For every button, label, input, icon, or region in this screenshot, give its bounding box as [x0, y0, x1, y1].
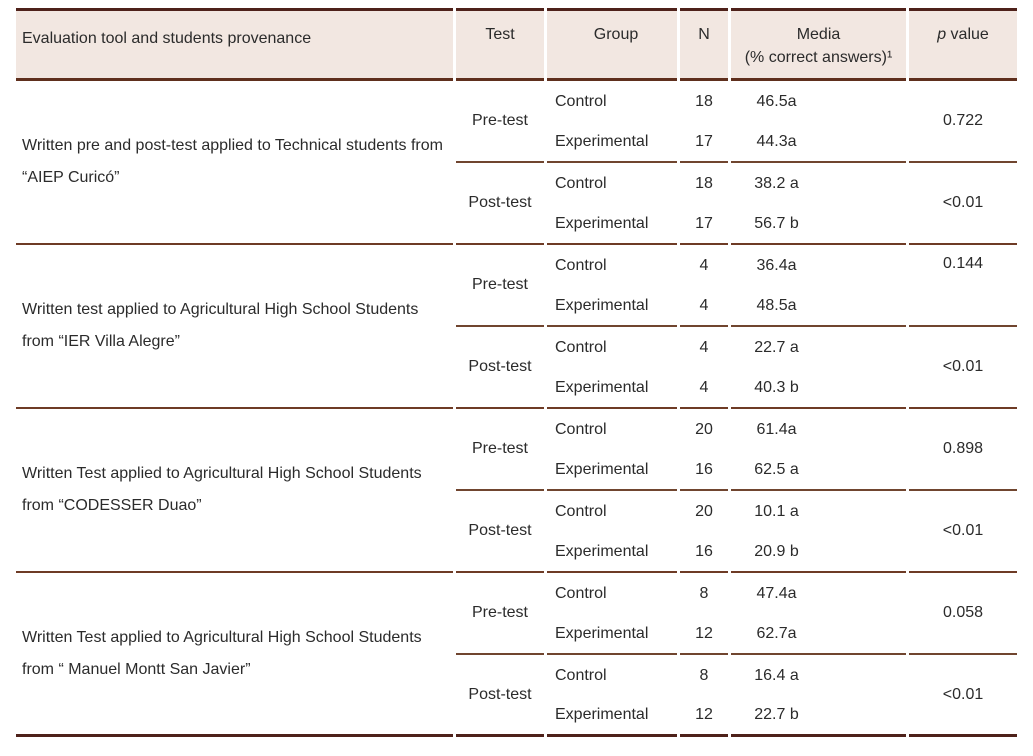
table-row: Experimental 4 40.3 b — [16, 368, 1017, 409]
media-cell: 40.3 b — [731, 368, 906, 409]
table-row: Post-test Control 18 38.2 a <0.01 — [16, 163, 1017, 245]
media-cell: 48.5a — [731, 286, 906, 327]
header-p-value: p value — [909, 8, 1017, 81]
table-row: Experimental 17 56.7 b — [16, 204, 1017, 245]
header-p-rest: value — [946, 26, 989, 43]
tool-cell: Written test applied to Agricultural Hig… — [16, 245, 453, 409]
group-cell: Experimental — [547, 368, 677, 409]
test-cell: Post-test — [456, 163, 544, 245]
table-row: Written test applied to Agricultural Hig… — [16, 245, 1017, 409]
group-cell: Experimental — [547, 532, 677, 573]
n-cell: 8 — [699, 584, 709, 602]
group-cell: Experimental — [547, 204, 677, 245]
media-cell: 46.5a — [756, 92, 797, 110]
group-cell: Control — [555, 502, 607, 520]
n-cell: 12 — [680, 696, 728, 737]
group-cell: Control — [555, 256, 607, 274]
table-header: Evaluation tool and students provenance … — [16, 8, 1017, 81]
media-cell: 44.3a — [731, 122, 906, 163]
n-cell: 12 — [680, 614, 728, 655]
test-cell: Post-test — [456, 655, 544, 737]
tool-cell: Written pre and post-test applied to Tec… — [16, 81, 453, 245]
n-cell: 20 — [695, 420, 713, 438]
media-cell: 36.4a — [756, 256, 797, 274]
p-value-cell: <0.01 — [909, 491, 1017, 573]
group-cell: Experimental — [547, 450, 677, 491]
header-media: Media (% correct answers)¹ — [731, 8, 906, 81]
header-media-line2: (% correct answers)¹ — [744, 49, 893, 67]
p-value-cell: 0.898 — [909, 409, 1017, 491]
n-cell: 4 — [680, 368, 728, 409]
table-row: Experimental 4 48.5a — [16, 286, 1017, 327]
table-row: Experimental 12 22.7 b — [16, 696, 1017, 737]
header-media-line1: Media — [796, 26, 841, 43]
media-cell: 38.2 a — [754, 174, 799, 192]
p-value-cell: <0.01 — [909, 327, 1017, 409]
n-cell: 8 — [699, 666, 709, 684]
n-cell: 16 — [680, 532, 728, 573]
test-cell: Pre-test — [456, 409, 544, 491]
table-row: Written pre and post-test applied to Tec… — [16, 81, 1017, 245]
media-cell: 47.4a — [756, 584, 797, 602]
test-cell: Pre-test — [456, 245, 544, 327]
test-cell: Pre-test — [456, 81, 544, 163]
results-table: Evaluation tool and students provenance … — [13, 8, 1020, 737]
table-row: Written Test applied to Agricultural Hig… — [16, 573, 1017, 737]
p-value-cell: 0.058 — [909, 573, 1017, 655]
group-cell: Control — [555, 584, 607, 602]
media-cell: 22.7 b — [731, 696, 906, 737]
group-cell: Control — [555, 420, 607, 438]
p-value-cell: 0.144 — [909, 245, 1017, 327]
group-cell: Control — [555, 338, 607, 356]
test-cell: Post-test — [456, 327, 544, 409]
group-cell: Control — [555, 174, 607, 192]
header-p-letter: p — [937, 26, 947, 43]
group-cell: Control — [555, 92, 607, 110]
header-row: Evaluation tool and students provenance … — [16, 8, 1017, 81]
n-cell: 17 — [680, 204, 728, 245]
test-cell: Post-test — [456, 491, 544, 573]
media-cell: 56.7 b — [731, 204, 906, 245]
table-row: Post-test Control 20 10.1 a <0.01 — [16, 491, 1017, 573]
media-cell: 62.7a — [731, 614, 906, 655]
media-cell: 10.1 a — [754, 502, 799, 520]
group-cell: Experimental — [547, 122, 677, 163]
paper-table-figure: Evaluation tool and students provenance … — [13, 8, 1020, 737]
table-row: Written Test applied to Agricultural Hig… — [16, 409, 1017, 573]
group-cell: Experimental — [547, 614, 677, 655]
n-cell: 18 — [695, 92, 713, 110]
n-cell: 16 — [680, 450, 728, 491]
table-row: Post-test Control 4 22.7 a <0.01 — [16, 327, 1017, 409]
n-cell: 4 — [680, 286, 728, 327]
n-cell: 18 — [695, 174, 713, 192]
table-row: Experimental 16 62.5 a — [16, 450, 1017, 491]
tool-cell: Written Test applied to Agricultural Hig… — [16, 409, 453, 573]
header-test: Test — [456, 8, 544, 81]
p-value-cell: 0.722 — [909, 81, 1017, 163]
header-n: N — [680, 8, 728, 81]
n-cell: 20 — [695, 502, 713, 520]
table-row: Experimental 12 62.7a — [16, 614, 1017, 655]
media-cell: 16.4 a — [754, 666, 799, 684]
media-cell: 61.4a — [756, 420, 797, 438]
group-cell: Experimental — [547, 696, 677, 737]
media-cell: 20.9 b — [731, 532, 906, 573]
table-row: Experimental 17 44.3a — [16, 122, 1017, 163]
header-evaluation-tool: Evaluation tool and students provenance — [16, 8, 453, 81]
n-cell: 4 — [699, 338, 709, 356]
table-row: Post-test Control 8 16.4 a <0.01 — [16, 655, 1017, 737]
group-cell: Control — [555, 666, 607, 684]
p-value-cell: <0.01 — [909, 655, 1017, 737]
group-cell: Experimental — [547, 286, 677, 327]
media-cell: 62.5 a — [731, 450, 906, 491]
table-body: Written pre and post-test applied to Tec… — [16, 81, 1017, 737]
n-cell: 17 — [680, 122, 728, 163]
p-value-cell: <0.01 — [909, 163, 1017, 245]
test-cell: Pre-test — [456, 573, 544, 655]
table-row: Experimental 16 20.9 b — [16, 532, 1017, 573]
n-cell: 4 — [699, 256, 709, 274]
media-cell: 22.7 a — [754, 338, 799, 356]
tool-cell: Written Test applied to Agricultural Hig… — [16, 573, 453, 737]
header-group: Group — [547, 8, 677, 81]
